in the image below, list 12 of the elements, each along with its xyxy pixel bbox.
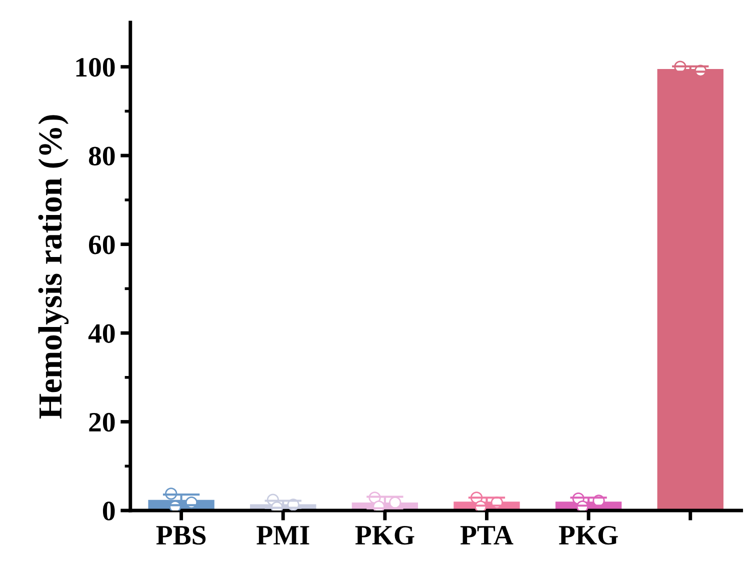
y-tick-label: 0	[102, 502, 115, 520]
y-tick-label: 20	[89, 412, 115, 432]
y-tick-label: 80	[88, 146, 115, 166]
y-tick-label: 100	[76, 58, 115, 77]
x-tick-label: PKG	[558, 526, 618, 545]
x-tick-label: PKG	[355, 526, 414, 545]
y-tick-label: 60	[88, 235, 115, 254]
y-tick-label: 40	[88, 324, 115, 343]
x-tick-label: PMI	[256, 526, 310, 544]
x-tick-label: PTA	[460, 526, 514, 544]
x-tick-label: PBS	[156, 526, 206, 545]
y-axis-title: Hemolysis ration (%)	[38, 115, 69, 419]
